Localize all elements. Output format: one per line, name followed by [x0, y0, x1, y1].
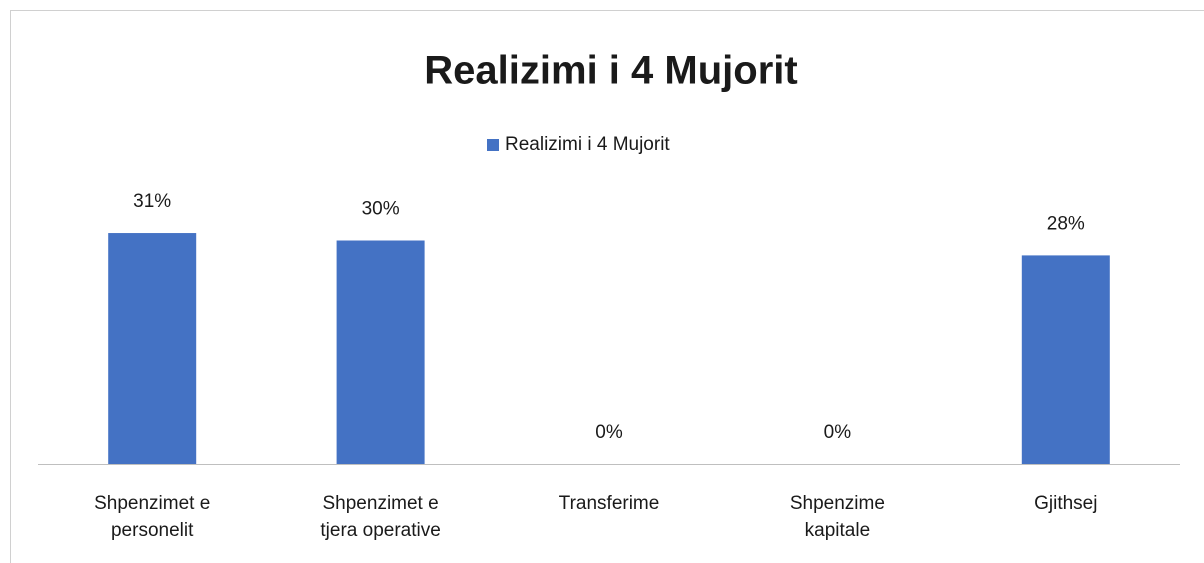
bar: [1021, 255, 1110, 464]
chart-border: [10, 10, 1204, 563]
x-tick-label: Gjithsej: [1034, 493, 1098, 514]
data-label: 0%: [595, 422, 623, 443]
x-tick-label: Transferime: [558, 493, 660, 514]
data-label: 28%: [1047, 213, 1085, 234]
chart-title: Realizimi i 4 Mujorit: [424, 49, 797, 93]
data-label: 30%: [362, 199, 400, 220]
x-tick-label: Shpenzimet e personelit: [94, 493, 211, 541]
legend-swatch: [487, 139, 499, 151]
data-label: 31%: [133, 191, 171, 212]
legend-label: Realizimi i 4 Mujorit: [505, 134, 670, 155]
data-label: 0%: [824, 422, 852, 443]
bar: [336, 240, 425, 464]
x-tick-label: Shpenzime kapitale: [789, 493, 885, 541]
x-tick-label: Shpenzimet e tjera operative: [320, 493, 441, 541]
bar: [108, 233, 197, 464]
